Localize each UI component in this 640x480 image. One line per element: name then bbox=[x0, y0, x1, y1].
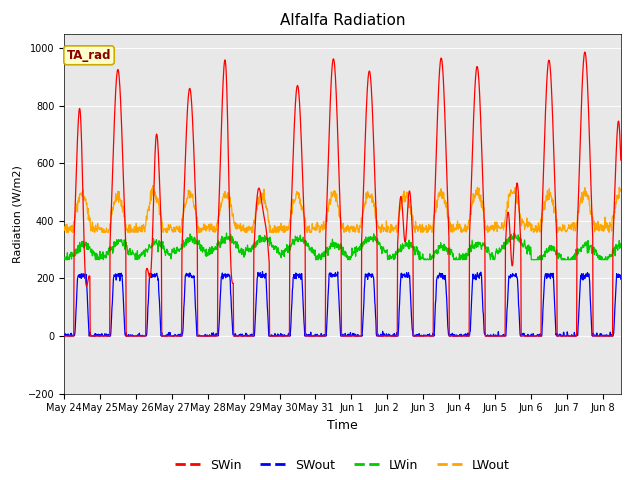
Text: TA_rad: TA_rad bbox=[67, 49, 111, 62]
Legend: SWin, SWout, LWin, LWout: SWin, SWout, LWin, LWout bbox=[170, 454, 515, 477]
Y-axis label: Radiation (W/m2): Radiation (W/m2) bbox=[12, 165, 22, 263]
X-axis label: Time: Time bbox=[327, 419, 358, 432]
Title: Alfalfa Radiation: Alfalfa Radiation bbox=[280, 13, 405, 28]
